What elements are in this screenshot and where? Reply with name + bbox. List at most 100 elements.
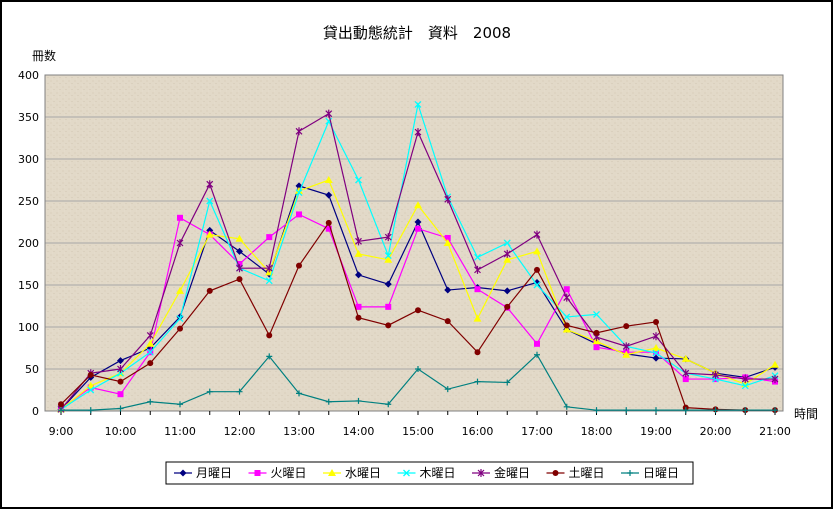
data-point — [414, 201, 422, 209]
x-tick-label: 14:00 — [343, 425, 375, 438]
data-point — [236, 261, 243, 267]
x-tick-label: 10:00 — [105, 425, 137, 438]
data-point — [385, 322, 392, 329]
data-point — [265, 277, 273, 285]
x-tick-label: 15:00 — [402, 425, 434, 438]
data-point — [593, 329, 600, 336]
data-point — [385, 303, 392, 310]
data-point — [296, 211, 302, 218]
x-tick-label: 18:00 — [581, 425, 613, 438]
data-point — [682, 369, 690, 378]
legend-entry: 水曜日 — [323, 466, 381, 480]
data-point — [622, 350, 631, 358]
data-point — [87, 386, 95, 394]
data-point — [414, 128, 422, 137]
data-point — [146, 339, 155, 347]
data-point — [741, 375, 749, 384]
x-tick-label: 19:00 — [640, 425, 672, 438]
x-tick-label: 9:00 — [49, 425, 74, 438]
data-point — [384, 255, 393, 263]
data-point — [593, 310, 600, 318]
data-point — [444, 234, 451, 241]
legend-entry: 土曜日 — [546, 466, 605, 480]
data-point — [146, 331, 154, 340]
legend-label: 日曜日 — [643, 466, 679, 480]
data-point — [742, 407, 749, 414]
data-point — [176, 286, 184, 294]
y-tick-label: 400 — [18, 69, 39, 82]
data-point — [87, 407, 94, 414]
data-point — [87, 371, 94, 378]
data-point — [266, 353, 273, 360]
data-point — [563, 286, 570, 293]
data-point — [474, 253, 481, 261]
data-point — [534, 266, 540, 273]
data-point — [712, 370, 719, 379]
data-point — [682, 407, 689, 414]
legend: 月曜日 火曜日 水曜日 木曜日 金曜日 土曜日 日曜日 — [165, 461, 694, 485]
data-point — [622, 342, 630, 351]
data-point — [117, 378, 124, 385]
series-6 — [58, 219, 778, 414]
legend-label: 水曜日 — [345, 466, 381, 480]
data-point — [236, 247, 243, 255]
data-point — [296, 262, 302, 269]
data-point — [503, 255, 512, 263]
data-point — [474, 286, 481, 293]
legend-marker — [328, 469, 336, 476]
data-point — [324, 176, 333, 183]
data-point — [147, 360, 154, 367]
legend-marker — [403, 469, 410, 477]
legend-entry: 金曜日 — [472, 465, 530, 480]
data-point — [474, 349, 481, 356]
data-point — [653, 318, 659, 325]
data-point — [355, 176, 362, 184]
data-point — [593, 407, 600, 414]
legend-box — [165, 461, 694, 485]
data-point — [504, 379, 511, 386]
data-point — [266, 234, 273, 241]
y-axis-label: 冊数 — [32, 48, 56, 63]
data-point — [534, 340, 540, 347]
data-point — [236, 264, 243, 273]
data-point — [177, 401, 183, 408]
data-point — [503, 287, 511, 295]
data-point — [117, 365, 124, 373]
data-point — [772, 407, 778, 414]
data-point — [385, 401, 392, 408]
legend-marker — [179, 469, 187, 477]
data-point — [354, 249, 363, 257]
data-point — [177, 325, 183, 332]
legend-entry: 日曜日 — [621, 466, 679, 480]
data-point — [562, 325, 571, 333]
data-point — [58, 407, 64, 414]
data-point — [325, 109, 333, 118]
legend-entry: 火曜日 — [248, 466, 307, 480]
data-point — [415, 307, 421, 314]
data-point — [533, 278, 541, 286]
legend-marker — [552, 470, 559, 476]
data-point — [653, 407, 659, 414]
x-tick-label: 21:00 — [759, 425, 791, 438]
legend-label: 土曜日 — [569, 466, 605, 480]
data-point — [146, 348, 154, 356]
data-point — [384, 233, 392, 242]
data-point — [444, 286, 452, 294]
data-point — [681, 354, 690, 362]
data-point — [295, 186, 303, 194]
legend-marker — [254, 470, 261, 476]
legend-label: 月曜日 — [196, 466, 232, 480]
data-point — [741, 382, 749, 390]
data-point — [652, 349, 660, 357]
data-point — [474, 265, 481, 274]
legend-marker — [627, 470, 633, 476]
data-point — [176, 315, 184, 323]
data-point — [266, 332, 273, 339]
data-point — [205, 230, 214, 238]
data-point — [533, 247, 541, 255]
data-point — [533, 281, 541, 289]
y-tick-label: 200 — [18, 237, 39, 250]
data-point — [355, 314, 362, 321]
data-point — [443, 239, 452, 246]
